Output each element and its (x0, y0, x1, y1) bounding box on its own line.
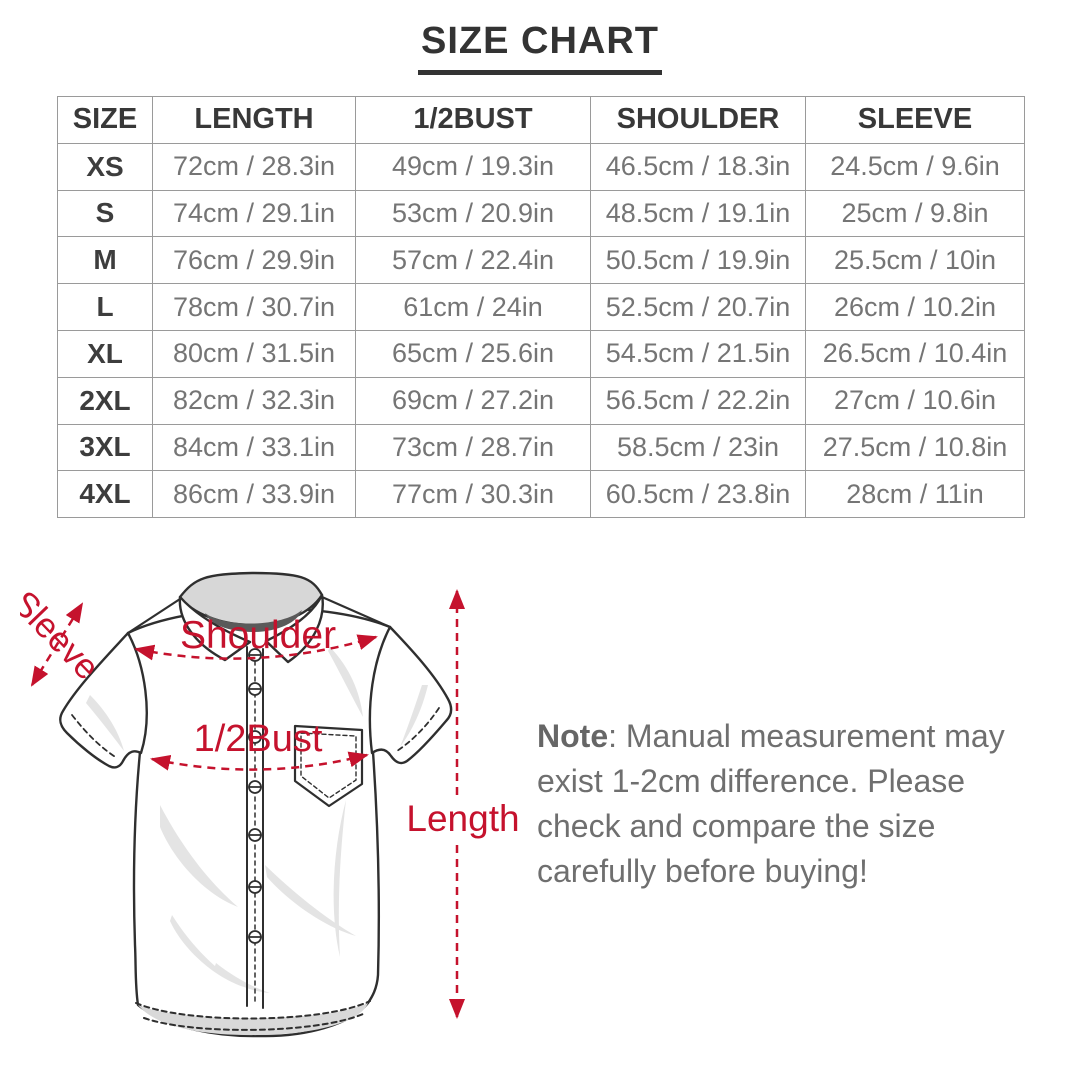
page-title: SIZE CHART (418, 20, 662, 75)
table-cell: 54.5cm / 21.5in (590, 329, 806, 378)
table-cell: 27cm / 10.6in (805, 376, 1025, 425)
table-cell: 58.5cm / 23in (590, 423, 806, 472)
size-chart-table: SIZE LENGTH 1/2BUST SHOULDER SLEEVE XS 7… (57, 96, 1025, 519)
table-row: 3XL 84cm / 33.1in 73cm / 28.7in 58.5cm /… (57, 423, 1025, 472)
column-header-size: SIZE (57, 96, 153, 144)
table-cell: 80cm / 31.5in (152, 329, 356, 378)
sleeve-arrow (30, 602, 84, 687)
shirt-illustration (59, 571, 453, 1038)
note-text: Note: Manual measurement may exist 1-2cm… (537, 714, 1017, 894)
table-cell: 25.5cm / 10in (805, 236, 1025, 285)
table-row: S 74cm / 29.1in 53cm / 20.9in 48.5cm / 1… (57, 189, 1025, 238)
table-cell: 49cm / 19.3in (355, 142, 591, 191)
size-cell: 4XL (57, 470, 153, 519)
table-cell: 78cm / 30.7in (152, 283, 356, 331)
table-cell: 26cm / 10.2in (805, 283, 1025, 331)
table-row: M 76cm / 29.9in 57cm / 22.4in 50.5cm / 1… (57, 236, 1025, 285)
table-cell: 56.5cm / 22.2in (590, 376, 806, 425)
table-row: 2XL 82cm / 32.3in 69cm / 27.2in 56.5cm /… (57, 376, 1025, 425)
bust-label: 1/2Bust (194, 718, 323, 760)
shoulder-arrow (134, 634, 378, 661)
table-cell: 84cm / 33.1in (152, 423, 356, 472)
table-cell: 27.5cm / 10.8in (805, 423, 1025, 472)
size-cell: XL (57, 329, 153, 378)
table-row: XL 80cm / 31.5in 65cm / 25.6in 54.5cm / … (57, 329, 1025, 378)
length-label-backdrop (416, 797, 510, 841)
table-row: L 78cm / 30.7in 61cm / 24in 52.5cm / 20.… (57, 283, 1025, 331)
table-cell: 26.5cm / 10.4in (805, 329, 1025, 378)
table-cell: 60.5cm / 23.8in (590, 470, 806, 519)
table-cell: 25cm / 9.8in (805, 189, 1025, 238)
size-cell: 2XL (57, 376, 153, 425)
column-header-bust: 1/2BUST (355, 96, 591, 144)
note-label: Note (537, 718, 609, 754)
table-cell: 82cm / 32.3in (152, 376, 356, 425)
table-cell: 53cm / 20.9in (355, 189, 591, 238)
table-cell: 77cm / 30.3in (355, 470, 591, 519)
size-cell: 3XL (57, 423, 153, 472)
table-cell: 52.5cm / 20.7in (590, 283, 806, 331)
table-cell: 57cm / 22.4in (355, 236, 591, 285)
size-cell: L (57, 283, 153, 331)
table-cell: 76cm / 29.9in (152, 236, 356, 285)
table-cell: 48.5cm / 19.1in (590, 189, 806, 238)
table-cell: 74cm / 29.1in (152, 189, 356, 238)
table-cell: 69cm / 27.2in (355, 376, 591, 425)
header-row: SIZE LENGTH 1/2BUST SHOULDER SLEEVE (57, 96, 1025, 144)
shoulder-label: Shoulder (180, 614, 336, 657)
table-cell: 24.5cm / 9.6in (805, 142, 1025, 191)
column-header-sleeve: SLEEVE (805, 96, 1025, 144)
table-cell: 61cm / 24in (355, 283, 591, 331)
table-row: XS 72cm / 28.3in 49cm / 19.3in 46.5cm / … (57, 142, 1025, 191)
title-section: SIZE CHART (0, 20, 1080, 75)
table-cell: 65cm / 25.6in (355, 329, 591, 378)
size-cell: XS (57, 142, 153, 191)
table-row: 4XL 86cm / 33.9in 77cm / 30.3in 60.5cm /… (57, 470, 1025, 519)
table-cell: 46.5cm / 18.3in (590, 142, 806, 191)
shirt-measurement-diagram: Sleeve Shoulder 1/2Bust Length (20, 565, 520, 1038)
table-cell: 73cm / 28.7in (355, 423, 591, 472)
table-cell: 28cm / 11in (805, 470, 1025, 519)
note-body: : Manual measurement may exist 1-2cm dif… (537, 718, 1005, 889)
table-cell: 50.5cm / 19.9in (590, 236, 806, 285)
column-header-length: LENGTH (152, 96, 356, 144)
size-cell: M (57, 236, 153, 285)
size-cell: S (57, 189, 153, 238)
table-cell: 72cm / 28.3in (152, 142, 356, 191)
length-label: Length (406, 798, 519, 839)
sleeve-label: Sleeve (20, 583, 107, 687)
column-header-shoulder: SHOULDER (590, 96, 806, 144)
table-cell: 86cm / 33.9in (152, 470, 356, 519)
